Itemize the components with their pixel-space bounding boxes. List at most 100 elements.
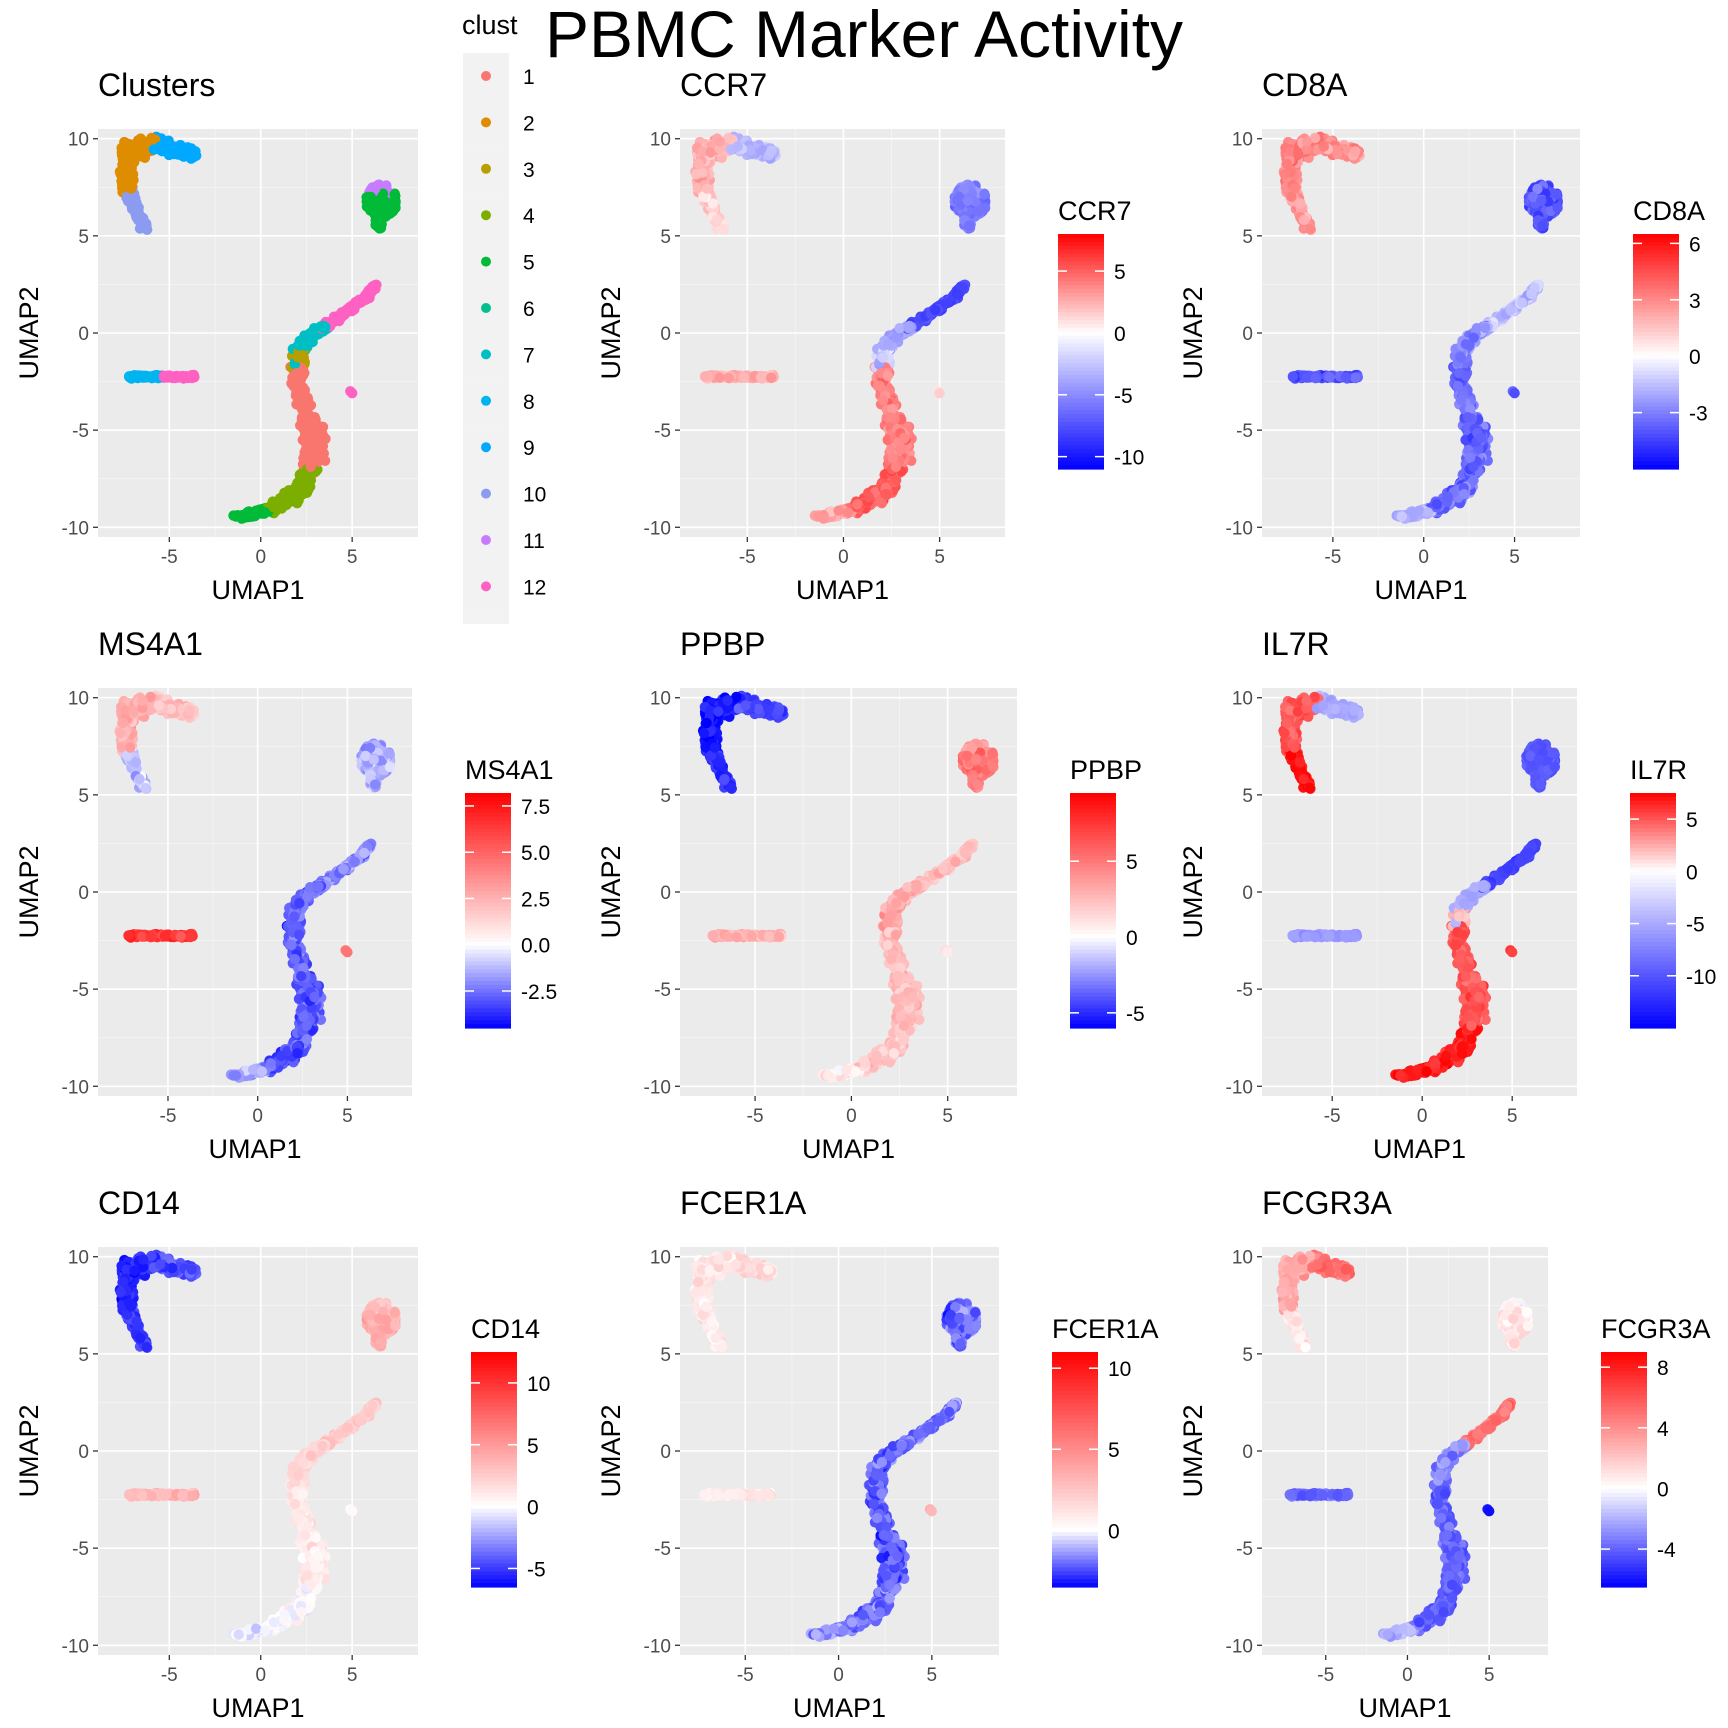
- y-tick-label: 0: [660, 324, 671, 345]
- colorbar-segment: [1058, 237, 1104, 243]
- cell-point: [186, 372, 198, 383]
- cell-point: [964, 220, 975, 231]
- colorbar-segment: [1058, 375, 1104, 380]
- panel-ms4a1: -5 0 5-10-50510UMAP1UMAP2MS4A1MS4A17.55.02…: [14, 626, 557, 1164]
- colorbar-segment: [1633, 234, 1679, 239]
- cell-point: [1287, 371, 1299, 382]
- cell-point: [260, 507, 271, 518]
- cell-point: [123, 371, 135, 382]
- cell-point: [175, 931, 186, 942]
- y-tick-label: 10: [1232, 130, 1253, 151]
- cell-point: [738, 371, 750, 383]
- cell-point: [815, 511, 826, 522]
- colorbar-segment: [1058, 347, 1104, 353]
- cell-point: [115, 169, 126, 180]
- cell-point: [842, 507, 854, 518]
- gridlines: [98, 129, 418, 537]
- cell-point: [765, 146, 777, 157]
- cell-point: [1350, 372, 1361, 383]
- cell-point: [890, 461, 902, 472]
- cell-point: [1455, 352, 1467, 363]
- colorbar-segment: [1058, 284, 1104, 290]
- cell-point: [711, 214, 722, 226]
- colorbar-segment: [1058, 288, 1104, 294]
- colorbar-segment: [1058, 445, 1104, 451]
- colorbar-segment: [1633, 312, 1679, 317]
- colorbar-segment: [1058, 257, 1104, 263]
- cell-point: [299, 412, 311, 423]
- colorbar-segment: [1633, 390, 1679, 396]
- colorbar-segment: [1058, 261, 1104, 266]
- cell-point: [141, 223, 152, 235]
- cell-point: [1456, 394, 1467, 406]
- cell-point: [384, 761, 396, 773]
- colorbar-segment: [1058, 281, 1104, 286]
- colorbar-segment: [1058, 398, 1104, 404]
- colorbar-segment: [1058, 234, 1104, 239]
- colorbar-segment: [1633, 363, 1679, 368]
- y-tick-label: -5: [1236, 421, 1253, 442]
- cell-point: [121, 146, 132, 157]
- x-tick-label: 5: [1509, 547, 1520, 568]
- colorbar-tick-label: 6: [1689, 233, 1701, 256]
- colorbar-segment: [1058, 355, 1104, 360]
- cell-point: [129, 147, 140, 158]
- cell-point: [1279, 169, 1290, 180]
- cell-point: [701, 183, 713, 194]
- colorbar-segment: [1633, 422, 1679, 427]
- cell-point: [125, 742, 136, 753]
- colorbar-segment: [1633, 378, 1679, 384]
- cell-point: [131, 198, 142, 209]
- cell-point: [305, 461, 316, 472]
- cell-point: [293, 394, 304, 406]
- cell-point: [137, 143, 149, 155]
- y-axis-title: UMAP2: [14, 286, 44, 379]
- panel-title: CCR7: [680, 67, 767, 103]
- cell-point: [250, 505, 262, 516]
- colorbar-segment: [1633, 269, 1679, 274]
- colorbar-segment: [1633, 398, 1679, 404]
- cell-point: [122, 191, 133, 202]
- colorbar-segment: [1058, 457, 1104, 462]
- cell-point: [691, 169, 702, 180]
- y-tick-label: 0: [78, 324, 89, 345]
- colorbar-segment: [1058, 253, 1104, 259]
- colorbar-segment: [1633, 284, 1679, 290]
- colorbar-segment: [1633, 429, 1679, 435]
- cell-point: [368, 754, 379, 765]
- cell-point: [118, 158, 129, 170]
- colorbar-segment: [1058, 249, 1104, 255]
- colorbar-segment: [1633, 300, 1679, 306]
- colorbar-segment: [1633, 457, 1679, 462]
- cell-point: [852, 499, 863, 510]
- y-tick-label: -10: [62, 518, 89, 539]
- colorbar-segment: [1633, 465, 1679, 470]
- cell-point: [1305, 223, 1316, 235]
- colorbar-segment: [1633, 249, 1679, 255]
- cell-point: [1281, 158, 1293, 170]
- x-tick-label: 5: [934, 547, 945, 568]
- cell-point: [375, 220, 386, 231]
- cell-point: [707, 198, 719, 209]
- colorbar-segment: [1633, 347, 1679, 353]
- cell-point: [302, 452, 313, 463]
- colorbar-segment: [1058, 386, 1104, 392]
- cell-point: [1460, 370, 1471, 381]
- cell-point: [298, 339, 309, 350]
- cell-point: [369, 779, 381, 790]
- cell-point: [942, 297, 953, 308]
- cell-point: [125, 183, 137, 194]
- colorbar-segment: [1633, 351, 1679, 357]
- cell-point: [297, 370, 309, 381]
- colorbar-segment: [1058, 437, 1104, 443]
- cell-point: [1442, 491, 1453, 503]
- cell-point: [887, 452, 898, 463]
- colorbar-title: CCR7: [1058, 196, 1132, 226]
- y-tick-label: 10: [68, 130, 89, 151]
- cell-point: [1460, 339, 1472, 350]
- cell-point: [159, 930, 171, 942]
- cell-point: [934, 388, 945, 399]
